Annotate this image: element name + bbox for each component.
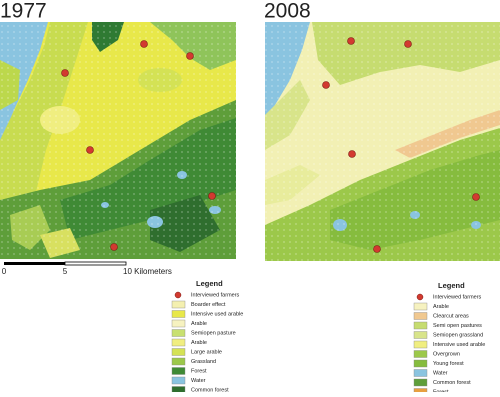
legend-swatch bbox=[413, 378, 428, 387]
legend-label: Intensive used arable bbox=[191, 311, 243, 317]
legend-swatch bbox=[413, 340, 428, 349]
legend-label: Water bbox=[433, 370, 448, 376]
legend-swatch bbox=[171, 338, 186, 347]
legend-swatch bbox=[413, 302, 428, 311]
legend-label: Young forest bbox=[433, 361, 464, 367]
legend-swatch bbox=[171, 310, 186, 318]
map-2008 bbox=[265, 22, 500, 261]
scale-label: 0 bbox=[2, 267, 7, 276]
legend-swatch bbox=[171, 367, 186, 375]
legend-label: Boarder effect bbox=[191, 302, 226, 308]
legend-swatch bbox=[413, 369, 428, 377]
legend-label: Semi open pastures bbox=[433, 323, 482, 329]
legend-label: Common forest bbox=[433, 380, 471, 386]
legend-label: Intensive used arable bbox=[433, 342, 485, 348]
legend-swatch bbox=[413, 350, 428, 358]
scale-label: 5 bbox=[63, 267, 68, 276]
legend-swatch bbox=[171, 300, 186, 309]
legend-swatch bbox=[413, 321, 428, 330]
scale-bar: 0 5 10 Kilometers bbox=[2, 261, 172, 276]
legend-label: Semiopen pasture bbox=[191, 330, 236, 336]
legend-label: Grassland bbox=[191, 359, 216, 365]
legend-label: Arable bbox=[433, 304, 449, 310]
legend-swatch bbox=[413, 312, 428, 320]
legend-swatch bbox=[171, 319, 186, 328]
legend-swatch bbox=[171, 386, 186, 394]
legend-swatch bbox=[413, 331, 428, 339]
map-1977 bbox=[0, 22, 236, 259]
legend-label: Semiopen grassland bbox=[433, 332, 483, 338]
legend-label: Common forest bbox=[191, 387, 229, 392]
legend-title: Legend bbox=[438, 281, 465, 290]
map-year: 2008 bbox=[264, 0, 311, 23]
legend-label: Large arable bbox=[191, 349, 222, 355]
legend-label: Clearcut areas bbox=[433, 313, 469, 319]
legend-label: Interviewed farmers bbox=[433, 294, 482, 300]
legend-label: Forest bbox=[191, 368, 207, 374]
legend-label: Arable bbox=[191, 340, 207, 346]
legend-label: Arable bbox=[191, 321, 207, 327]
map-year: 1977 bbox=[0, 0, 47, 23]
legend-swatch bbox=[171, 376, 186, 385]
legend-swatch bbox=[171, 329, 186, 337]
legend-swatch bbox=[171, 348, 186, 356]
legend-swatch bbox=[171, 357, 186, 366]
legend-label: Water bbox=[191, 378, 206, 384]
legend-label: Interviewed farmers bbox=[191, 292, 240, 298]
legend-label: Overgrown bbox=[433, 351, 460, 357]
legend-title: Legend bbox=[196, 279, 223, 288]
scale-label: 10 Kilometers bbox=[123, 267, 172, 276]
legend-symbol bbox=[174, 291, 182, 299]
legend-swatch bbox=[413, 359, 428, 368]
legend-symbol bbox=[416, 293, 424, 301]
legend-swatch bbox=[413, 388, 428, 396]
